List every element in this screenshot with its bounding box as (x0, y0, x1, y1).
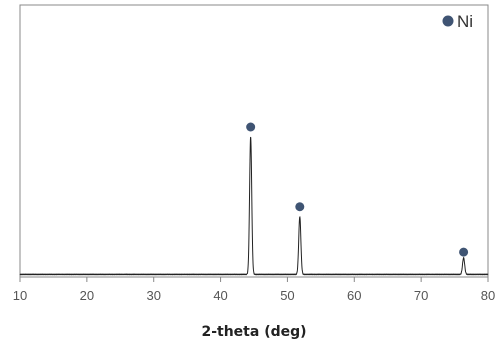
legend: Ni (442, 12, 473, 31)
plot-frame (19, 4, 489, 278)
x-tick-label: 60 (347, 288, 361, 303)
x-axis-ticks: 10 20 30 40 50 60 70 80 (13, 277, 495, 303)
ni-peak-markers (246, 122, 469, 257)
x-tick-label: 10 (13, 288, 27, 303)
ni-peak-marker (246, 122, 256, 132)
x-tick-label: 40 (213, 288, 227, 303)
ni-peak-marker (459, 247, 469, 257)
x-tick-label: 80 (481, 288, 495, 303)
legend-ni-marker (442, 15, 454, 27)
x-axis-label: 2-theta (deg) (201, 324, 306, 340)
xrd-pattern-line (19, 136, 489, 276)
ni-peak-marker (295, 202, 305, 212)
x-tick-label: 30 (146, 288, 160, 303)
x-tick-label: 50 (280, 288, 294, 303)
legend-ni-label: Ni (457, 12, 473, 31)
x-tick-label: 70 (414, 288, 428, 303)
x-tick-label: 20 (80, 288, 94, 303)
